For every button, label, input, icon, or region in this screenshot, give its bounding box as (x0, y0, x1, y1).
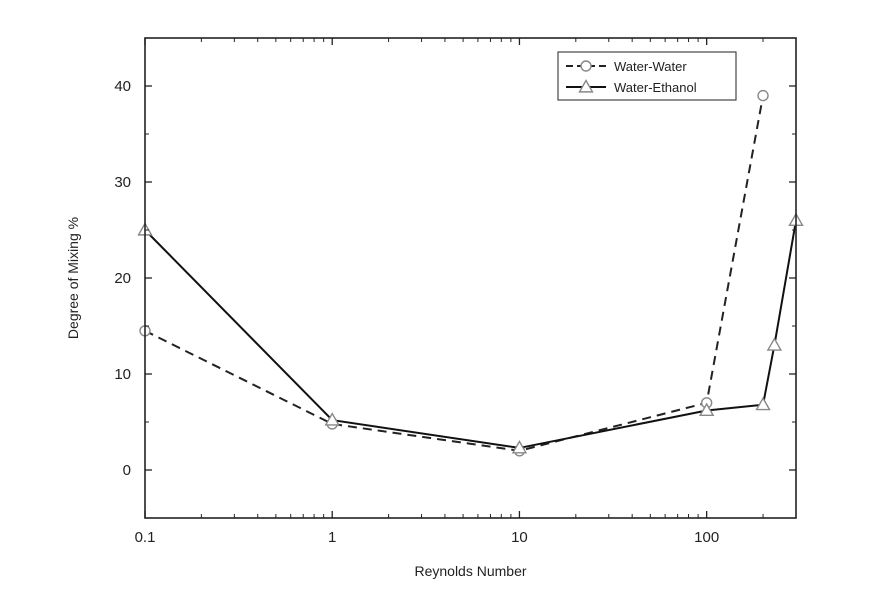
legend-item: Water-Ethanol (566, 79, 697, 95)
axes: 0.1 1 10 100 0 10 20 30 40 (114, 37, 797, 546)
legend-item: Water-Water (566, 59, 687, 74)
y-tick-label: 20 (114, 270, 131, 287)
triangle-marker (578, 79, 594, 93)
triangle-marker (698, 402, 715, 417)
plot-area (137, 89, 804, 457)
x-tick-label: 0.1 (135, 529, 156, 546)
y-tick-label: 30 (114, 174, 131, 191)
y-tick-label: 10 (114, 366, 131, 383)
legend-label: Water-Water (614, 59, 687, 74)
x-tick-label: 1 (328, 529, 336, 546)
triangle-marker (755, 396, 771, 411)
triangle-marker (766, 337, 783, 351)
legend: Water-Water Water-Ethanol (557, 51, 737, 101)
x-axis-title: Reynolds Number (414, 563, 526, 579)
legend-label: Water-Ethanol (614, 80, 697, 95)
circle-marker (757, 89, 769, 102)
y-tick-label: 40 (114, 78, 131, 95)
x-tick-label: 100 (694, 529, 719, 546)
circle-marker (580, 60, 592, 72)
y-tick-label: 0 (123, 462, 131, 479)
triangle-marker (324, 412, 340, 426)
triangle-marker (511, 440, 528, 454)
x-tick-label: 10 (511, 529, 528, 546)
y-axis-title: Degree of Mixing % (65, 217, 81, 339)
